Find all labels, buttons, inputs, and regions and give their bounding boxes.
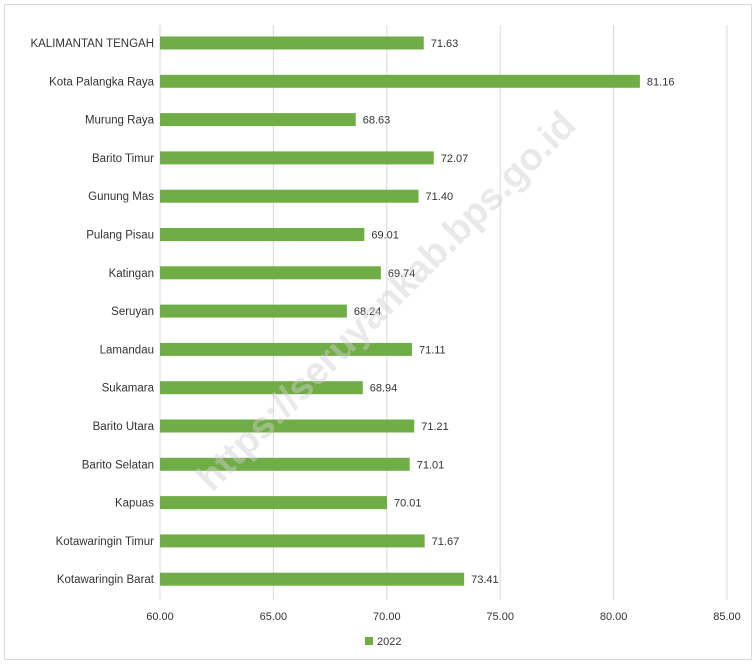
- category-label: Kapuas: [115, 498, 154, 510]
- x-tick-label: 60.00: [146, 611, 174, 623]
- bar: [160, 342, 412, 356]
- data-label: 73.41: [471, 574, 499, 586]
- category-label: Seruyan: [111, 306, 154, 318]
- x-tick-label: 80.00: [600, 611, 628, 623]
- value-labels: 71.63 81.16 68.63 72.07 71.40 69.01 69.74 68.24…: [354, 38, 675, 586]
- category-label: Barito Utara: [93, 421, 155, 433]
- data-label: 72.07: [441, 153, 469, 165]
- bar: [160, 36, 424, 50]
- data-label: 71.21: [421, 421, 449, 433]
- data-label: 69.01: [371, 230, 399, 242]
- bar: [160, 572, 465, 586]
- legend: 2022: [365, 636, 401, 648]
- bar: [160, 266, 381, 280]
- category-label: Pulang Pisau: [86, 230, 154, 242]
- category-label: Gunung Mas: [88, 191, 154, 203]
- data-label: 71.63: [431, 38, 459, 50]
- category-label: Barito Timur: [92, 153, 154, 165]
- x-tick-labels: 60.00 65.00 70.00 75.00 80.00 85.00: [146, 611, 741, 623]
- data-label: 71.01: [417, 459, 445, 471]
- category-label: Kota Palangka Raya: [49, 76, 154, 88]
- bar: [160, 381, 363, 395]
- category-label: Katingan: [109, 268, 154, 280]
- bar: [160, 496, 388, 510]
- bars: [160, 36, 640, 586]
- data-label: 69.74: [388, 268, 416, 280]
- bar: [160, 151, 434, 165]
- bar: [160, 189, 419, 203]
- bar: [160, 74, 640, 88]
- category-label: Lamandau: [100, 344, 154, 356]
- category-label: Barito Selatan: [82, 459, 154, 471]
- bar: [160, 457, 410, 471]
- bar: [160, 534, 425, 548]
- category-label: Sukamara: [102, 383, 155, 395]
- x-tick-label: 65.00: [260, 611, 288, 623]
- bar: [160, 304, 347, 318]
- category-label: Kotawaringin Barat: [57, 574, 155, 586]
- bar: [160, 419, 415, 433]
- data-label: 71.67: [432, 536, 460, 548]
- data-label: 68.94: [370, 383, 398, 395]
- data-label: 68.24: [354, 306, 382, 318]
- category-label: Murung Raya: [85, 115, 155, 127]
- x-tick-label: 75.00: [486, 611, 514, 623]
- data-label: 81.16: [647, 76, 675, 88]
- chart-frame: KALIMANTAN TENGAH Kota Palangka Raya Murun…: [4, 4, 752, 660]
- legend-swatch: [365, 637, 373, 645]
- bar: [160, 228, 365, 241]
- x-tick-label: 85.00: [713, 611, 741, 623]
- legend-label: 2022: [377, 636, 401, 648]
- category-label: Kotawaringin Timur: [56, 536, 155, 548]
- category-labels: KALIMANTAN TENGAH Kota Palangka Raya Murun…: [30, 38, 154, 586]
- category-label: KALIMANTAN TENGAH: [30, 38, 154, 50]
- data-label: 71.11: [419, 344, 446, 356]
- bar: [160, 113, 356, 127]
- data-label: 71.40: [426, 191, 454, 203]
- bar-chart: KALIMANTAN TENGAH Kota Palangka Raya Murun…: [30, 25, 741, 648]
- data-label: 68.63: [363, 115, 391, 127]
- x-tick-label: 70.00: [373, 611, 401, 623]
- data-label: 70.01: [394, 498, 422, 510]
